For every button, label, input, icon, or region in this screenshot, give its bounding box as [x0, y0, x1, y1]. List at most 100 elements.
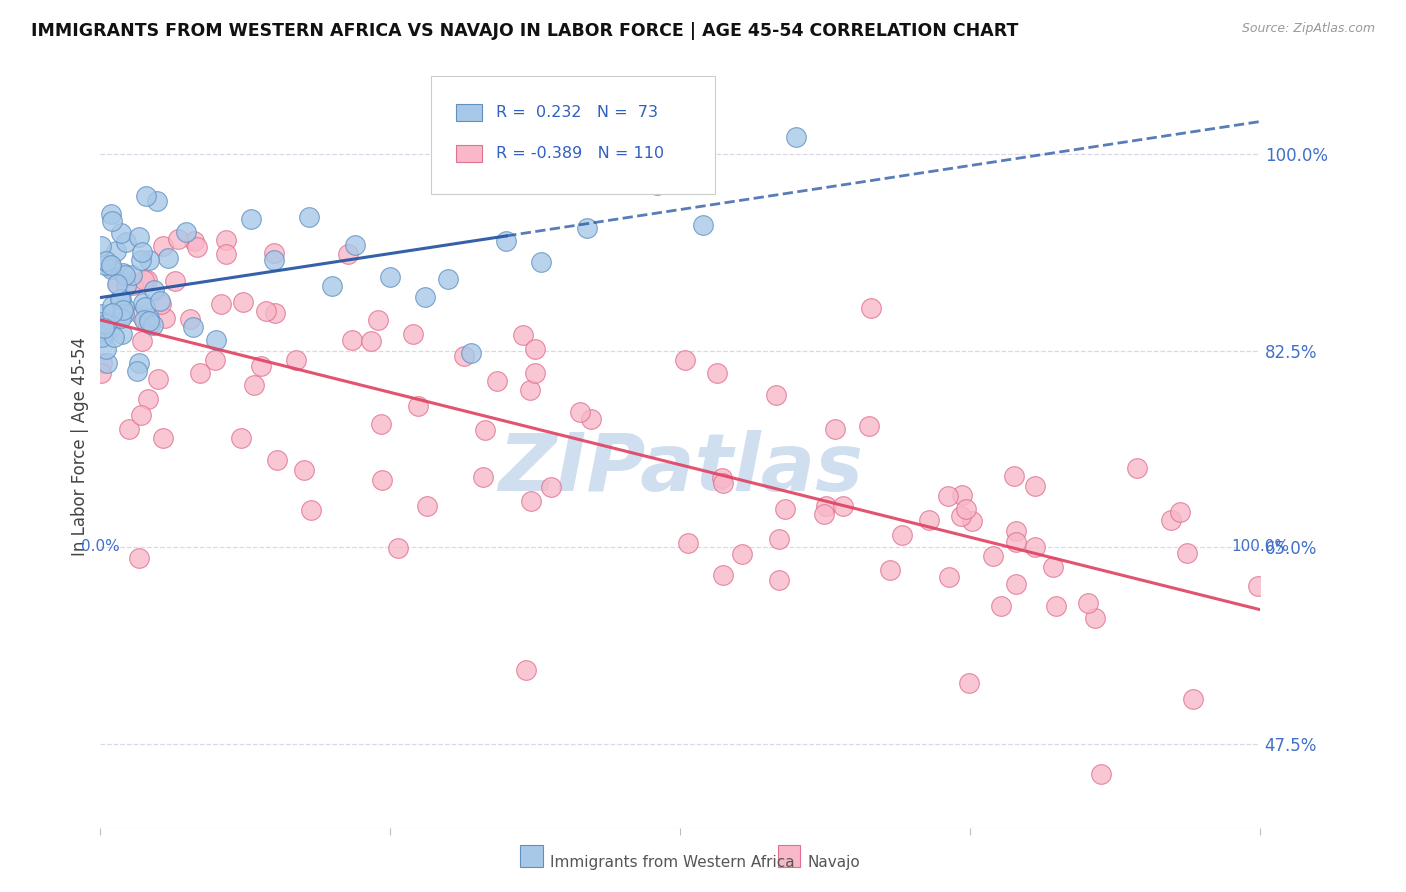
Point: [474, 423, 496, 437]
Point: [486, 375, 509, 389]
Point: [110, 293, 132, 307]
Point: [131, 334, 153, 348]
Point: [186, 240, 208, 254]
Point: [229, 431, 252, 445]
Point: [832, 499, 855, 513]
Point: [540, 480, 562, 494]
Point: [1181, 692, 1204, 706]
Point: [149, 293, 172, 308]
Point: [402, 327, 425, 342]
Point: [93, 327, 115, 342]
Point: [706, 366, 728, 380]
Point: [103, 330, 125, 344]
Point: [91, 315, 114, 329]
Point: [166, 232, 188, 246]
Point: [731, 547, 754, 561]
Point: [264, 305, 287, 319]
Point: [813, 507, 835, 521]
Point: [94, 254, 117, 268]
Point: [610, 147, 633, 161]
Point: [232, 295, 254, 310]
Point: [91, 320, 114, 334]
Point: [135, 188, 157, 202]
Point: [142, 283, 165, 297]
Point: [284, 352, 307, 367]
Point: [520, 494, 543, 508]
Point: [101, 306, 124, 320]
Point: [153, 311, 176, 326]
Bar: [457, 145, 482, 161]
Point: [515, 663, 537, 677]
Point: [1168, 505, 1191, 519]
Point: [1004, 524, 1026, 538]
Point: [179, 311, 201, 326]
Point: [950, 488, 973, 502]
Point: [519, 383, 541, 397]
Point: [1042, 560, 1064, 574]
Point: [957, 675, 980, 690]
Point: [138, 252, 160, 267]
Point: [1005, 576, 1028, 591]
Point: [1160, 513, 1182, 527]
Point: [250, 359, 273, 373]
Point: [1024, 540, 1046, 554]
Point: [1024, 479, 1046, 493]
Point: [100, 262, 122, 277]
Point: [90, 323, 112, 337]
Point: [104, 244, 127, 258]
Point: [453, 349, 475, 363]
Point: [936, 489, 959, 503]
Point: [94, 317, 117, 331]
Point: [110, 293, 132, 307]
Point: [91, 330, 114, 344]
Point: [242, 378, 264, 392]
Point: [188, 366, 211, 380]
Point: [131, 245, 153, 260]
Point: [713, 568, 735, 582]
Point: [918, 513, 941, 527]
Point: [105, 277, 128, 291]
Text: Immigrants from Western Africa: Immigrants from Western Africa: [550, 855, 794, 870]
Point: [824, 422, 846, 436]
Point: [472, 469, 495, 483]
Point: [111, 326, 134, 341]
Point: [292, 463, 315, 477]
Point: [579, 412, 602, 426]
Point: [298, 211, 321, 225]
Point: [879, 564, 901, 578]
Point: [360, 334, 382, 349]
Point: [96, 342, 118, 356]
Point: [132, 273, 155, 287]
Point: [90, 367, 112, 381]
Point: [416, 499, 439, 513]
Text: ZIPatlas: ZIPatlas: [498, 430, 863, 508]
Point: [858, 418, 880, 433]
Text: Source: ZipAtlas.com: Source: ZipAtlas.com: [1241, 22, 1375, 36]
Point: [138, 311, 160, 326]
Point: [711, 476, 734, 491]
Point: [344, 238, 367, 252]
Point: [205, 333, 228, 347]
Point: [336, 247, 359, 261]
Point: [101, 300, 124, 314]
Point: [181, 320, 204, 334]
Point: [692, 219, 714, 233]
Point: [301, 502, 323, 516]
Point: [204, 352, 226, 367]
Point: [136, 392, 159, 406]
Text: 0.0%: 0.0%: [82, 539, 120, 554]
Point: [136, 273, 159, 287]
Point: [165, 274, 187, 288]
FancyBboxPatch shape: [430, 76, 714, 194]
Point: [569, 404, 592, 418]
Point: [129, 408, 152, 422]
Point: [773, 502, 796, 516]
Point: [98, 322, 121, 336]
Point: [91, 356, 114, 370]
Point: [367, 312, 389, 326]
Point: [112, 303, 135, 318]
Point: [112, 300, 135, 314]
Point: [460, 346, 482, 360]
Point: [524, 366, 547, 380]
Text: IMMIGRANTS FROM WESTERN AFRICA VS NAVAJO IN LABOR FORCE | AGE 45-54 CORRELATION : IMMIGRANTS FROM WESTERN AFRICA VS NAVAJO…: [31, 22, 1018, 40]
